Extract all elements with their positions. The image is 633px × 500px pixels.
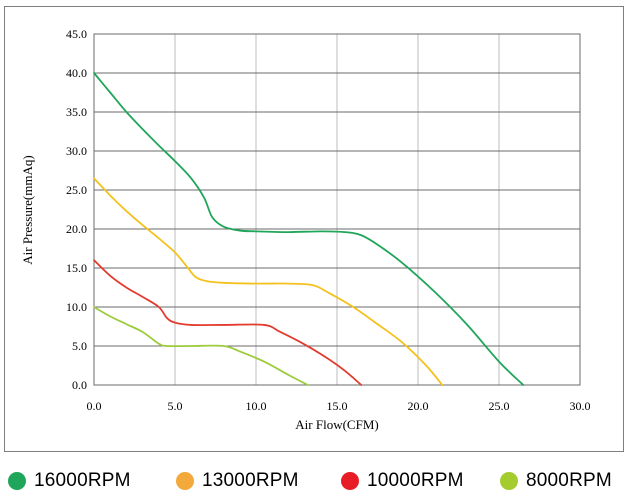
legend-dot-8000rpm [500, 472, 518, 490]
legend-label-10000rpm: 10000RPM [367, 470, 464, 491]
legend-item-8000rpm: 8000RPM [500, 466, 612, 496]
x-tick-label: 0.0 [87, 399, 102, 413]
y-tick-label: 5.0 [72, 339, 87, 353]
grid-layer [93, 33, 581, 386]
legend: 16000RPM 13000RPM 10000RPM 8000RPM [0, 466, 633, 496]
y-tick-label: 30.0 [66, 144, 87, 158]
x-tick-label: 15.0 [327, 399, 348, 413]
y-axis-label: Air Pressure(mmAq) [20, 155, 35, 264]
x-tick-label: 25.0 [489, 399, 510, 413]
x-tick-label: 10.0 [246, 399, 267, 413]
legend-item-10000rpm: 10000RPM [341, 466, 464, 496]
legend-label-16000rpm: 16000RPM [34, 470, 131, 491]
series-line-8000rpm [93, 306, 309, 386]
y-tick-label: 15.0 [66, 261, 87, 275]
y-tick-label: 40.0 [66, 66, 87, 80]
chart-svg: 0.0 5.0 10.0 15.0 20.0 25.0 30.0 0.0 5.0 10.0 15.0… [20, 27, 591, 432]
y-tick-label: 10.0 [66, 300, 87, 314]
series-line-16000rpm [93, 72, 525, 386]
legend-label-8000rpm: 8000RPM [526, 470, 612, 491]
legend-dot-13000rpm [176, 472, 194, 490]
x-tick-label: 5.0 [168, 399, 183, 413]
y-tick-label: 35.0 [66, 105, 87, 119]
axis-layer: 0.0 5.0 10.0 15.0 20.0 25.0 30.0 0.0 5.0 10.0 15.0… [66, 27, 591, 413]
x-tick-label: 20.0 [408, 399, 429, 413]
y-tick-label: 25.0 [66, 183, 87, 197]
x-axis-label: Air Flow(CFM) [295, 417, 378, 432]
legend-dot-10000rpm [341, 472, 359, 490]
plot-area-border [93, 33, 581, 386]
y-tick-label: 0.0 [72, 378, 87, 392]
legend-item-16000rpm: 16000RPM [8, 466, 131, 496]
legend-dot-16000rpm [8, 472, 26, 490]
label-layer: Air Flow(CFM) Air Pressure(mmAq) [20, 155, 379, 432]
series-line-10000rpm [93, 259, 363, 386]
y-tick-label: 45.0 [66, 27, 87, 41]
x-tick-label: 30.0 [570, 399, 591, 413]
legend-label-13000rpm: 13000RPM [202, 470, 299, 491]
series-line-13000rpm [93, 177, 444, 386]
legend-item-13000rpm: 13000RPM [176, 466, 299, 496]
series-layer [93, 72, 525, 386]
y-tick-label: 20.0 [66, 222, 87, 236]
